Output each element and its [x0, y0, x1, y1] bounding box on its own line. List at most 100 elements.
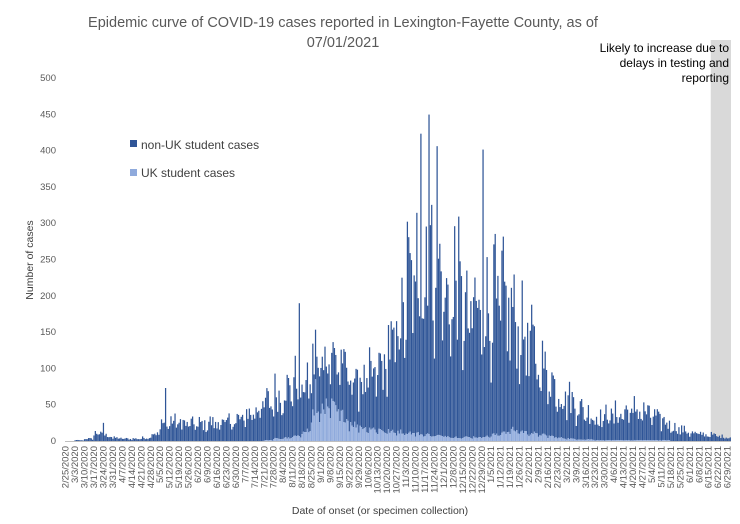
non-uk-bar	[243, 420, 245, 441]
uk-bar	[662, 439, 664, 441]
non-uk-bar	[524, 336, 526, 432]
non-uk-bar	[304, 392, 306, 433]
non-uk-bar	[235, 423, 237, 441]
x-tick-label: 2/2/2021	[524, 446, 535, 483]
non-uk-bar	[231, 429, 233, 441]
uk-bar	[659, 440, 661, 441]
non-uk-bar	[605, 404, 607, 441]
non-uk-bar	[527, 322, 529, 435]
non-uk-bar	[499, 320, 502, 435]
uk-bar	[433, 436, 436, 441]
non-uk-bar	[608, 423, 610, 441]
non-uk-bar	[343, 349, 345, 423]
non-uk-bar	[671, 431, 673, 441]
y-tick-label: 0	[51, 436, 56, 447]
non-uk-bar	[494, 233, 496, 436]
uk-bar	[636, 440, 638, 441]
non-uk-bar	[516, 368, 518, 431]
non-uk-bar	[256, 412, 259, 441]
uk-bar	[632, 440, 634, 441]
non-uk-bar	[377, 375, 379, 435]
non-uk-bar	[336, 374, 338, 412]
non-uk-bar	[244, 427, 246, 441]
uk-bar	[402, 433, 404, 441]
non-uk-bar	[74, 440, 76, 441]
uk-bar	[337, 409, 340, 441]
uk-bar	[310, 422, 313, 441]
y-tick-label: 250	[40, 255, 56, 266]
non-uk-bar	[373, 368, 375, 428]
y-tick-label: 300	[40, 218, 56, 229]
x-tick-label: 4/14/2020	[127, 446, 138, 488]
uk-bar	[362, 429, 364, 441]
non-uk-bar	[298, 303, 300, 437]
uk-bar	[518, 433, 521, 441]
uk-bar	[647, 440, 649, 441]
non-uk-bar	[606, 419, 608, 441]
uk-bar	[643, 440, 645, 441]
non-uk-bar	[589, 423, 591, 440]
non-uk-bar	[110, 437, 113, 441]
non-uk-bar	[720, 438, 722, 441]
uk-bar	[456, 438, 458, 441]
uk-bar	[267, 440, 269, 441]
non-uk-bar	[264, 397, 267, 441]
non-uk-bar	[597, 424, 599, 441]
non-uk-bar	[644, 411, 646, 441]
non-uk-bar	[394, 362, 396, 434]
non-uk-bar	[495, 298, 498, 434]
non-uk-bar	[350, 380, 352, 423]
non-uk-bar	[267, 391, 269, 441]
x-tick-label: 6/23/2020	[221, 446, 232, 488]
uk-bar	[549, 436, 552, 441]
x-tick-label: 9/8/2020	[326, 446, 337, 483]
uk-bar	[616, 440, 618, 441]
uk-bar	[327, 406, 329, 441]
uk-bar	[424, 436, 426, 441]
uk-bar	[458, 438, 460, 441]
non-uk-bar	[556, 411, 558, 439]
uk-bar	[668, 440, 671, 441]
uk-bar	[579, 439, 581, 441]
non-uk-bar	[710, 431, 712, 441]
non-uk-bar	[133, 438, 136, 441]
non-uk-bar	[566, 420, 568, 440]
uk-bar	[270, 440, 272, 441]
non-uk-bar	[155, 435, 157, 441]
uk-bar	[525, 431, 527, 441]
non-uk-bar	[301, 384, 303, 435]
uk-bar	[605, 440, 607, 441]
uk-bar	[273, 439, 275, 441]
non-uk-bar	[381, 360, 383, 431]
non-uk-bar	[347, 381, 349, 421]
non-uk-bar	[167, 428, 169, 441]
uk-bar	[536, 433, 538, 441]
uk-bar	[563, 438, 565, 441]
uk-bar	[635, 440, 637, 441]
non-uk-bar	[435, 287, 437, 437]
uk-bar	[554, 437, 556, 441]
non-uk-bar	[323, 370, 325, 410]
x-tick-label: 1/26/2021	[515, 446, 526, 488]
uk-bar	[490, 436, 492, 441]
non-uk-bar	[321, 356, 323, 404]
uk-bar	[516, 430, 518, 441]
non-uk-bar	[585, 420, 587, 440]
non-uk-bar	[595, 416, 598, 441]
x-tick-label: 6/2/2020	[193, 446, 204, 483]
uk-bar	[367, 433, 369, 441]
uk-bar	[629, 440, 631, 441]
uk-bar	[564, 438, 567, 441]
non-uk-bar	[549, 396, 552, 437]
x-tick-label: 5/4/2021	[647, 446, 658, 483]
non-uk-bar	[400, 338, 402, 430]
non-uk-bar	[645, 414, 648, 441]
x-tick-label: 4/21/2020	[136, 446, 147, 488]
non-uk-bar	[424, 297, 426, 437]
uk-bar	[533, 431, 536, 441]
uk-bar	[294, 435, 296, 441]
x-tick-label: 2/9/2021	[534, 446, 545, 483]
non-uk-bar	[200, 422, 202, 441]
non-uk-bar	[443, 311, 445, 437]
x-tick-label: 7/7/2020	[240, 446, 251, 483]
